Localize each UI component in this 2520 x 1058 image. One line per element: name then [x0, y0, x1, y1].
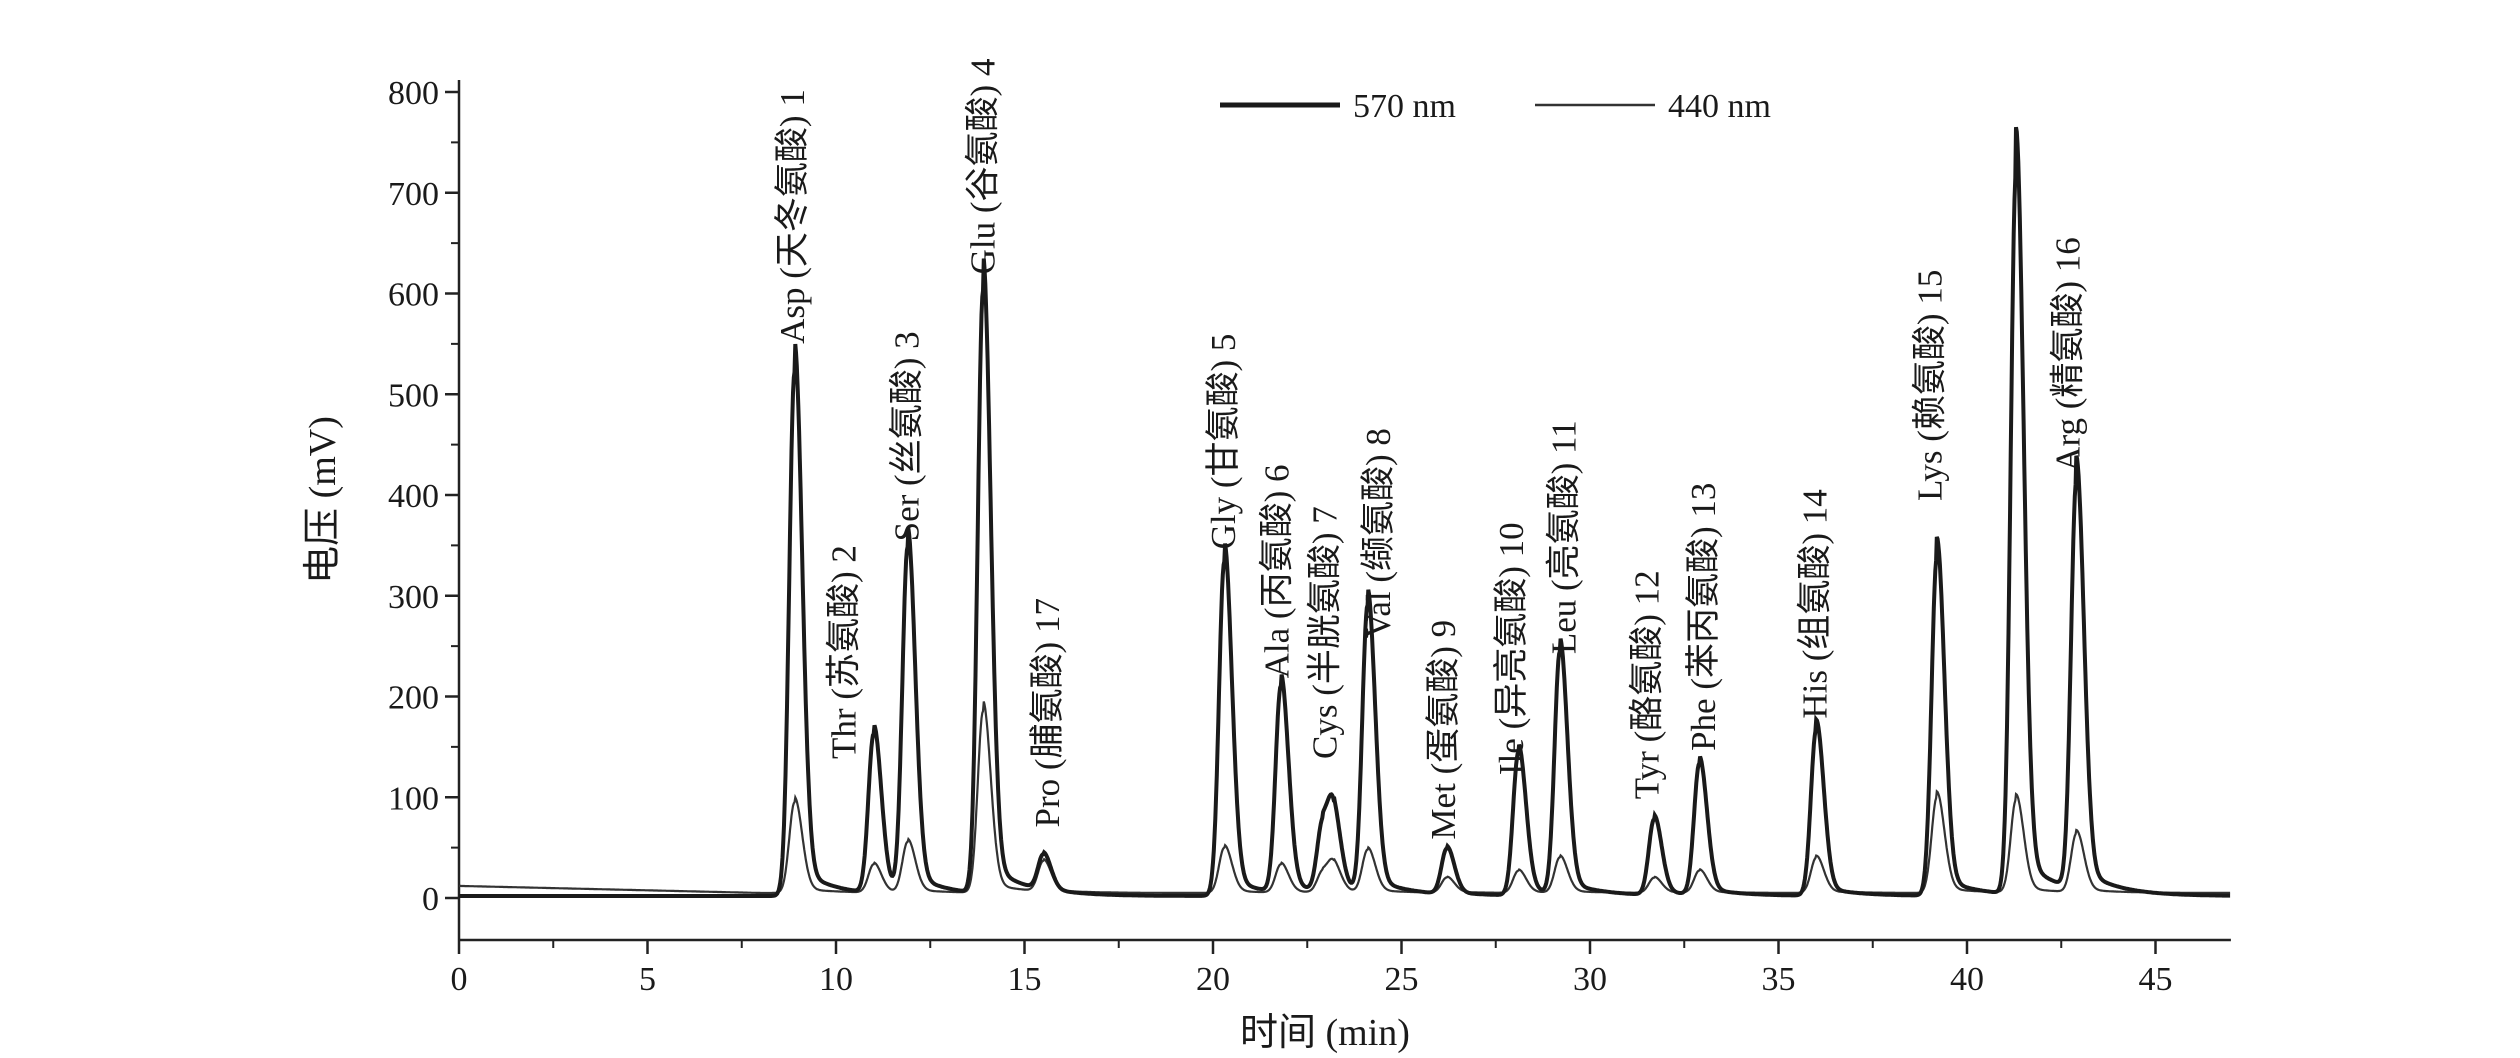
x-tick-label: 0 — [451, 961, 468, 998]
x-tick-label: 25 — [1385, 961, 1419, 998]
x-tick-label: 35 — [1762, 961, 1796, 998]
y-tick-label: 0 — [422, 881, 439, 918]
peak-label: Leu (亮氨酸) 11 — [1545, 420, 1584, 654]
peak-label: Cys (半胱氨酸) 7 — [1306, 506, 1345, 759]
peak-label: Arg (精氨酸) 16 — [2049, 237, 2088, 472]
peak-label: Met (蛋氨酸) 9 — [1424, 620, 1463, 840]
peak-label: Pro (脯氨酸) 17 — [1028, 598, 1067, 827]
y-tick-label: 400 — [388, 478, 439, 515]
series-lines — [459, 126, 2231, 898]
peak-label: Tyr (酪氨酸) 12 — [1628, 570, 1667, 799]
y-tick-label: 700 — [388, 176, 439, 213]
x-tick-label: 30 — [1573, 961, 1607, 998]
y-tick-label: 100 — [388, 780, 439, 817]
x-axis-title: 时间 (min) — [1240, 1012, 1410, 1054]
peak-annotations: Asp (天冬氨酸) 1 Thr (苏氨酸) 2 Ser (丝氨酸) 3 Glu (谷… — [773, 59, 2088, 840]
x-tick-label: 45 — [2139, 961, 2173, 998]
legend-label-440nm: 440 nm — [1668, 88, 1771, 125]
legend-label-570nm: 570 nm — [1353, 88, 1456, 125]
x-tick-label: 10 — [819, 961, 853, 998]
peak-label: Gly (甘氨酸) 5 — [1204, 334, 1243, 550]
peak-label: Ala (丙氨酸) 6 — [1257, 465, 1296, 679]
peak-label: His (组氨酸) 14 — [1795, 489, 1834, 718]
peak-label: Val (缬氨酸) 8 — [1359, 428, 1398, 638]
x-tick-label: 15 — [1008, 961, 1042, 998]
y-tick-label: 300 — [388, 579, 439, 616]
peak-label: Ile (异亮氨酸) 10 — [1492, 522, 1531, 775]
axes: 0 100 200 300 400 500 600 700 800 0 5 10 15 20 25 30 35 4… — [388, 75, 2231, 998]
peak-label: Ser (丝氨酸) 3 — [887, 331, 926, 541]
y-axis-title: 电压 (mV) — [302, 416, 344, 584]
x-tick-label: 20 — [1196, 961, 1230, 998]
peak-label: Thr (苏氨酸) 2 — [825, 545, 864, 759]
peak-label: Phe (苯丙氨酸) 13 — [1684, 483, 1723, 751]
peak-label: Lys (赖氨酸) 15 — [1910, 270, 1949, 501]
y-tick-label: 800 — [388, 75, 439, 112]
y-tick-label: 500 — [388, 377, 439, 414]
y-tick-label: 600 — [388, 277, 439, 314]
x-tick-label: 40 — [1950, 961, 1984, 998]
series-570nm-line — [459, 126, 2231, 898]
series-440nm-line — [459, 701, 2231, 895]
x-tick-label: 5 — [639, 961, 656, 998]
peak-label: Glu (谷氨酸) 4 — [963, 59, 1002, 275]
peak-label: Asp (天冬氨酸) 1 — [773, 89, 812, 344]
y-tick-label: 200 — [388, 680, 439, 717]
legend: 570 nm 440 nm — [1220, 88, 1771, 125]
